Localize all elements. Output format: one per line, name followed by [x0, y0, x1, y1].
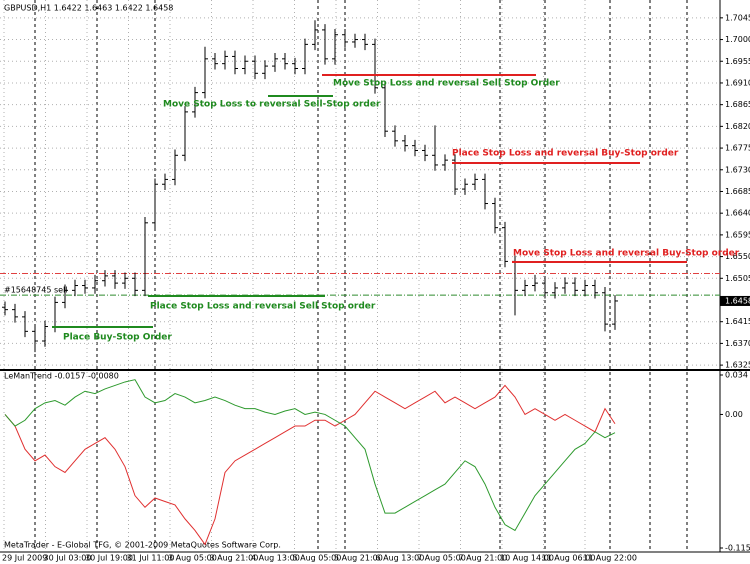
x-tick-label: 30 Jul 19:00 [85, 554, 133, 563]
x-tick-label: 10 Aug 14:00 [500, 554, 554, 563]
annotation: Place Buy-Stop Order [63, 333, 172, 343]
x-tick-label: 4 Aug 13:00 [251, 554, 300, 563]
y-tick-label: 1.6595 [725, 230, 750, 239]
y-tick-label: 1.6505 [725, 274, 750, 283]
footer: MetaTrader - E-Global TFG, © 2001-2009 M… [4, 541, 281, 550]
annotation: Place Stop Loss and reversal Buy-Stop or… [452, 149, 679, 159]
x-tick-label: 5 Aug 21:00 [334, 554, 383, 563]
indicator-title: LeManTrend -0.0157 -0.0080 [4, 372, 119, 381]
x-tick-label: 29 Jul 2009 [2, 554, 47, 563]
last-price-label: 1.6458 [725, 296, 750, 305]
y-tick-label: 1.7000 [725, 35, 750, 44]
y-tick-label: 1.6370 [725, 339, 750, 348]
indicator-line [4, 379, 616, 532]
day-separators [34, 0, 688, 550]
y-tick-label: 1.6955 [725, 57, 750, 66]
y-tick-label: 1.6550 [725, 252, 750, 261]
x-tick-label: 7 Aug 21:00 [459, 554, 508, 563]
x-tick-label: 30 Jul 03:00 [44, 554, 92, 563]
x-tick-label: 7 Aug 05:00 [417, 554, 466, 563]
y-tick-label: 1.6685 [725, 187, 750, 196]
y-tick-label: 1.6415 [725, 317, 750, 326]
indicator-line [4, 384, 616, 546]
x-tick-label: 6 Aug 13:00 [376, 554, 425, 563]
annotation: Move Stop Loss to reversal Sell-Stop ord… [163, 100, 381, 110]
y-tick-label: 1.6820 [725, 122, 750, 131]
y-tick-label: 1.6640 [725, 209, 750, 218]
level-label: #15648745 sell [4, 286, 68, 295]
last-price-box [720, 295, 750, 306]
y-tick-label: 1.6325 [725, 361, 750, 370]
y-tick-label: 1.7045 [725, 13, 750, 22]
y-tick-label: 1.6910 [725, 78, 750, 87]
x-tick-label: 31 Jul 11:00 [127, 554, 175, 563]
y-tick-label: 0.00 [725, 410, 743, 419]
y-tick-label: 1.6865 [725, 100, 750, 109]
x-tick-label: 11 Aug 06:00 [542, 554, 596, 563]
annotation: Move Stop Loss and reversal Sell Stop Or… [333, 79, 560, 89]
x-tick-label: 3 Aug 05:00 [168, 554, 217, 563]
y-tick-label: 1.6775 [725, 144, 750, 153]
x-tick-label: 11 Aug 22:00 [583, 554, 637, 563]
x-tick-label: 5 Aug 05:00 [293, 554, 342, 563]
annotation: Move Stop Loss and reversal Buy-Stop ord… [513, 249, 740, 259]
annotation: Place Stop Loss and reversal Sell Stop o… [150, 302, 376, 312]
y-tick-label: -0.1151 [725, 544, 750, 553]
chart-title: GBPUSD,H1 1.6422 1.6463 1.6422 1.6458 [4, 4, 173, 13]
x-tick-label: 3 Aug 21:00 [210, 554, 259, 563]
y-tick-label: 0.034 [725, 371, 748, 380]
y-tick-label: 1.6730 [725, 165, 750, 174]
